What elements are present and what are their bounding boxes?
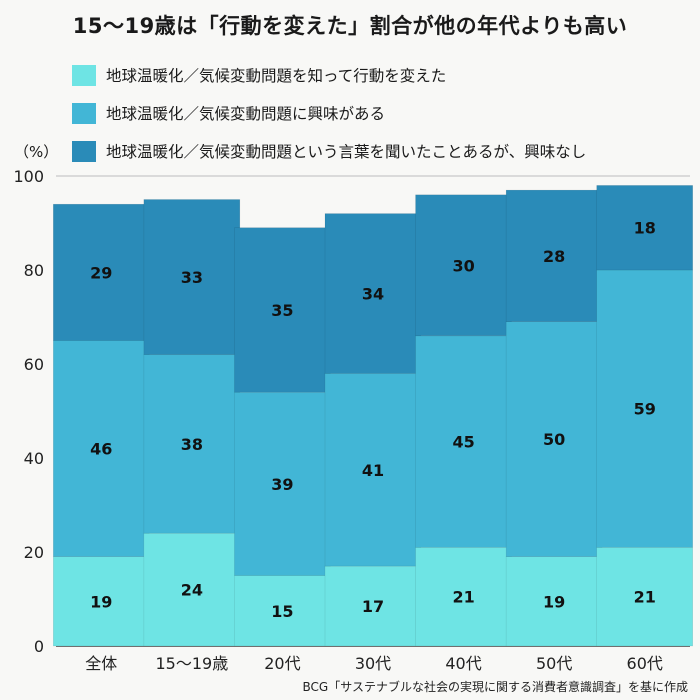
bar-segment-3-1 — [324, 373, 422, 567]
data-label-2-0: 15 — [271, 602, 293, 621]
bar-segment-5-0 — [505, 556, 603, 647]
data-label-6-2: 18 — [634, 219, 656, 238]
data-label-4-1: 45 — [452, 433, 474, 452]
data-label-5-2: 28 — [543, 247, 565, 266]
y-tick-label-0: 0 — [34, 637, 44, 656]
data-label-4-2: 30 — [452, 256, 474, 275]
bar-segment-6-0 — [596, 546, 694, 647]
data-label-2-1: 39 — [271, 475, 293, 494]
x-tick-label-4: 40代 — [445, 654, 481, 673]
data-label-6-0: 21 — [634, 588, 656, 607]
data-label-3-2: 34 — [362, 285, 384, 304]
x-tick-label-5: 50代 — [536, 654, 572, 673]
y-tick-label-3: 60 — [24, 355, 44, 374]
data-label-3-1: 41 — [362, 461, 384, 480]
data-label-5-1: 50 — [543, 430, 565, 449]
y-tick-label-1: 20 — [24, 543, 44, 562]
bar-segment-4-2 — [415, 194, 512, 337]
bar-segment-2-2 — [234, 227, 331, 393]
data-label-6-1: 59 — [634, 400, 656, 419]
source-note: BCG「サステナブルな社会の実現に関する消費者意識調査」を基に作成 — [302, 680, 688, 694]
y-tick-label-5: 100 — [13, 167, 44, 186]
legend-label-2: 地球温暖化／気候変動問題に興味がある — [106, 105, 386, 123]
data-label-4-0: 21 — [452, 588, 474, 607]
bar-segment-3-2 — [324, 213, 422, 374]
data-label-0-1: 46 — [90, 440, 112, 459]
data-label-0-0: 19 — [90, 592, 112, 611]
data-label-2-2: 35 — [271, 301, 293, 320]
bar-segment-6-2 — [596, 185, 694, 271]
y-tick-label-2: 40 — [24, 449, 44, 468]
bar-segment-2-1 — [234, 391, 331, 576]
legend-item-1: 地球温暖化／気候変動問題を知って行動を変えた — [72, 63, 446, 87]
x-tick-label-2: 20代 — [264, 654, 300, 673]
y-tick-label-4: 80 — [24, 261, 44, 280]
chart-title: 15〜19歳は「行動を変えた」割合が他の年代よりも高い — [72, 14, 628, 38]
legend-label-3: 地球温暖化／気候変動問題という言葉を聞いたことあるが、興味なし — [106, 143, 587, 161]
data-label-5-0: 19 — [543, 592, 565, 611]
x-tick-label-1: 15〜19歳 — [155, 654, 228, 673]
data-label-3-0: 17 — [362, 597, 384, 616]
y-axis-unit-label: （%） — [14, 143, 59, 161]
bar-segment-3-0 — [324, 565, 422, 647]
x-tick-label-3: 30代 — [355, 654, 391, 673]
bar-segment-6-1 — [596, 269, 694, 548]
data-label-1-1: 38 — [181, 435, 203, 454]
bar-segment-1-0 — [143, 532, 241, 647]
x-tick-label-6: 60代 — [627, 654, 663, 673]
bar-segment-5-2 — [505, 189, 603, 323]
legend-item-3: 地球温暖化／気候変動問題という言葉を聞いたことあるが、興味なし — [72, 139, 586, 163]
bar-segment-5-1 — [505, 321, 603, 558]
legend-swatch-3 — [72, 140, 96, 162]
bar-segment-4-1 — [415, 335, 512, 548]
bar-segment-1-2 — [143, 199, 241, 355]
bar-segment-0-2 — [52, 203, 150, 341]
data-label-1-0: 24 — [181, 581, 203, 600]
legend-label-1: 地球温暖化／気候変動問題を知って行動を変えた — [106, 67, 447, 85]
data-label-0-2: 29 — [90, 263, 112, 282]
bar-segment-1-1 — [143, 354, 241, 534]
legend-swatch-1 — [72, 64, 96, 86]
legend-swatch-2 — [72, 102, 96, 124]
x-tick-label-0: 全体 — [85, 654, 117, 673]
legend-item-2: 地球温暖化／気候変動問題に興味がある — [72, 101, 385, 125]
data-label-1-2: 33 — [181, 268, 203, 287]
bar-segment-4-0 — [415, 546, 512, 647]
